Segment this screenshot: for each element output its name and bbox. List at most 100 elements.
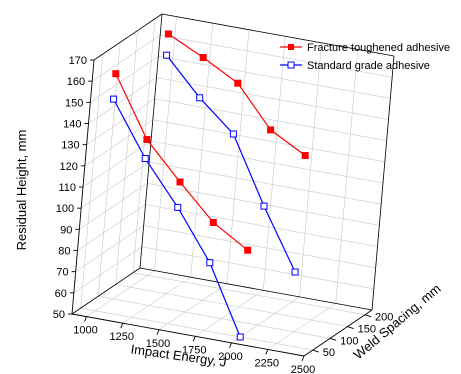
z-tick-label: 150 <box>65 97 83 109</box>
back-wall-grid-z <box>141 246 374 290</box>
data-point-standard <box>141 155 149 162</box>
data-point-standard <box>163 51 171 59</box>
box-edge <box>93 13 163 61</box>
x-tick-mark <box>84 316 87 322</box>
legend-label-fracture: Fracture toughened adhesive <box>307 42 450 54</box>
z-tick-label: 90 <box>60 224 72 236</box>
left-wall-grid-z <box>90 56 159 103</box>
z-tick-label: 80 <box>58 246 70 258</box>
x-tick-label: 1750 <box>182 344 206 356</box>
z-tick-label: 60 <box>55 288 67 300</box>
box-edge <box>139 13 163 269</box>
floor-grid-x <box>86 270 155 317</box>
left-wall-grid-z <box>77 204 146 251</box>
back-wall-grid-z <box>160 34 393 78</box>
x-axis-line <box>71 313 305 357</box>
back-wall-grid-z <box>145 204 378 247</box>
floor-grid-y <box>98 296 331 339</box>
z-tick-label: 50 <box>53 309 65 321</box>
box-edge <box>161 13 395 57</box>
z-tick-label: 170 <box>69 55 87 67</box>
data-point-standard <box>206 259 214 267</box>
left-wall-grid-y <box>80 54 104 309</box>
data-point-fracture <box>244 246 252 254</box>
back-wall-grid-x <box>335 49 359 304</box>
x-tick-mark <box>192 336 196 342</box>
legend-marker-fracture <box>288 44 294 50</box>
x-tick-mark <box>156 329 160 335</box>
floor-grid-y <box>80 307 313 351</box>
data-point-standard <box>236 333 244 341</box>
back-wall-grid-x <box>154 16 177 271</box>
data-point-fracture <box>199 54 207 61</box>
data-point-fracture <box>176 178 184 186</box>
back-wall-grid-z <box>158 56 391 99</box>
data-point-fracture <box>209 219 217 226</box>
data-point-fracture <box>164 30 172 38</box>
y-tick-mark <box>364 314 372 318</box>
y-tick-mark <box>330 337 337 341</box>
z-tick-label: 130 <box>61 140 79 152</box>
left-wall-grid-y <box>115 30 138 285</box>
z-tick-label: 100 <box>56 203 74 215</box>
back-wall-grid-x <box>226 29 250 284</box>
z-tick-label: 120 <box>59 161 77 173</box>
z-tick-label: 140 <box>63 119 81 131</box>
y-tick-mark <box>312 349 319 353</box>
y-axis-line <box>303 309 373 357</box>
x-tick-mark <box>265 349 269 355</box>
left-wall-grid-y <box>132 18 156 273</box>
x-tick-mark <box>120 323 124 329</box>
series-line-fracture <box>115 73 249 251</box>
data-point-standard <box>174 203 182 211</box>
left-wall-grid-z <box>86 98 155 145</box>
legend: Fracture toughened adhesive Standard gra… <box>280 42 450 72</box>
data-point-standard <box>196 94 204 102</box>
data-point-fracture <box>234 79 242 87</box>
y-axis-title: Weld Spacing, mm <box>351 281 444 362</box>
back-wall-grid-x <box>190 23 214 278</box>
x-tick-label: 1000 <box>73 325 97 337</box>
data-point-fracture <box>267 126 275 134</box>
back-wall-grid-z <box>143 225 376 268</box>
data-point-fracture <box>112 70 120 78</box>
back-wall-grid-z <box>156 77 389 120</box>
x-tick-mark <box>229 342 232 349</box>
box-edge <box>71 267 141 315</box>
floor-grid-y <box>115 284 348 327</box>
data-point-standard <box>260 202 268 210</box>
left-wall-grid-z <box>80 161 150 209</box>
z-tick-label: 70 <box>56 267 68 279</box>
data-point-standard <box>229 130 237 138</box>
left-wall-grid-y <box>97 42 121 297</box>
legend-marker-standard <box>287 61 295 69</box>
floor-grid-x <box>158 283 228 330</box>
tick-labels: 50 60 70 80 90 100 110 120 130 140 150 160 170 1000 12… <box>53 55 394 374</box>
box-edge <box>371 55 395 311</box>
floor-grid-x <box>122 276 191 324</box>
back-wall-grid-z <box>152 119 385 163</box>
floor-grid-x <box>195 290 264 337</box>
y-tick-label: 150 <box>358 324 376 336</box>
x-tick-label: 2000 <box>218 351 242 363</box>
y-tick-mark <box>347 326 354 329</box>
back-wall-grid-z <box>149 161 382 205</box>
data-point-fracture <box>143 136 151 143</box>
z-tick-label: 110 <box>58 182 76 194</box>
y-tick-label: 200 <box>375 312 393 324</box>
data-point-standard <box>110 95 118 103</box>
back-wall-grid-z <box>154 98 387 141</box>
x-tick-label: 2250 <box>255 357 279 369</box>
x-tick-label: 1500 <box>146 338 170 350</box>
data-point-fracture <box>301 152 309 159</box>
left-wall-grid-z <box>73 246 143 294</box>
left-wall-grid-z <box>88 77 157 124</box>
y-tick-label: 50 <box>323 347 335 359</box>
y-tick-label: 100 <box>340 335 358 347</box>
floor-grid-x <box>267 303 336 350</box>
left-wall-grid-z <box>75 225 144 272</box>
box-edge <box>139 267 373 311</box>
data-point-standard <box>291 268 299 276</box>
left-wall-grid-z <box>79 183 148 230</box>
